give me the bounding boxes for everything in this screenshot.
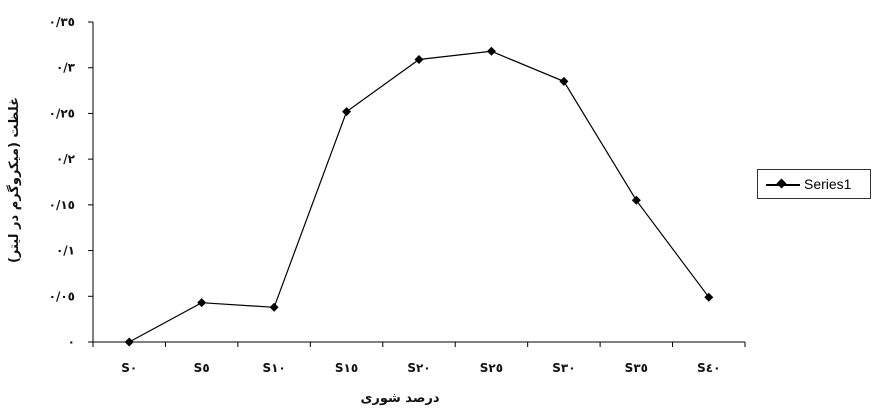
y-axis-title: غلظت (میکروگرم در لیتر): [6, 97, 22, 263]
y-tick-label: ٠/٠٥: [49, 289, 75, 303]
data-point: [559, 76, 569, 86]
x-tick-label: S٥: [194, 361, 210, 375]
data-point: [269, 302, 279, 312]
series-group: [124, 46, 714, 347]
legend-label: Series1: [804, 176, 852, 192]
y-tick-label: ٠: [68, 335, 75, 349]
y-tick-label: ٠/٢: [56, 152, 76, 166]
x-tick-label: S٣٠: [552, 361, 575, 375]
series-line: [128, 50, 710, 343]
data-point: [414, 54, 424, 64]
data-point: [124, 337, 134, 347]
y-tick-label: ٠/٣٥: [49, 15, 75, 29]
x-tick-label: S٤٠: [697, 361, 720, 375]
x-tick-label: S١٠: [262, 361, 285, 375]
y-tick-label: ٠/١٥: [49, 198, 75, 212]
x-axis-title: درصد شوری: [360, 391, 439, 406]
x-tick-label: S٢٠: [407, 361, 430, 375]
y-tick-label: ٠/١: [56, 244, 75, 258]
data-point: [486, 46, 496, 56]
legend-diamond-icon: [776, 178, 787, 189]
x-axis: S٠ S٥ S١٠ S١٥ S٢٠ S٢٥ S٣٠ S٣٥ S٤٠: [92, 341, 746, 375]
data-point: [342, 107, 352, 117]
data-point: [631, 195, 641, 205]
legend: Series1: [757, 169, 871, 199]
x-tick-label: S٣٥: [625, 361, 648, 375]
x-tick-label: S٠: [121, 361, 137, 375]
data-point: [197, 298, 207, 308]
data-point: [704, 292, 714, 302]
y-tick-label: ٠/٢٥: [49, 106, 75, 120]
y-tick-label: ٠/٣: [56, 61, 76, 75]
y-axis: ٠ ٠/٠٥ ٠/١ ٠/١٥ ٠/٢ ٠/٢٥ ٠/٣ ٠/٣٥: [49, 15, 94, 349]
x-tick-label: S٢٥: [480, 361, 503, 375]
x-tick-label: S١٥: [335, 361, 358, 375]
